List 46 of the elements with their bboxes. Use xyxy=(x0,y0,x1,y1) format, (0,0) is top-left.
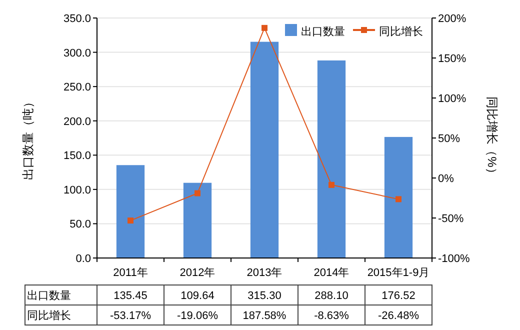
point xyxy=(194,190,200,196)
y2-tick-label: 100% xyxy=(438,93,466,105)
y2-tick-label: -50% xyxy=(438,213,464,225)
y2-tick-label: -100% xyxy=(438,253,470,265)
data-label: 109.64 xyxy=(180,290,214,302)
y2-tick-label: 50% xyxy=(438,133,460,145)
y-tick-label: 200.0 xyxy=(63,116,91,128)
y2-axis-title: 同比增长（%） xyxy=(485,96,499,180)
x-tick-label: 2012年 xyxy=(180,267,216,279)
y-tick-label: 0.0 xyxy=(76,253,91,265)
point xyxy=(328,182,334,188)
point xyxy=(262,24,268,31)
legend-label: 出口数量 xyxy=(301,25,345,38)
y-tick-label: 150.0 xyxy=(63,150,91,162)
x-tick-label: 2011年 xyxy=(113,267,148,279)
point xyxy=(128,218,134,224)
point xyxy=(396,196,402,202)
y2-tick-label: 200% xyxy=(438,13,466,25)
bar xyxy=(384,136,413,258)
y2-tick-label: 0% xyxy=(438,173,454,185)
y-tick-label: 50.0 xyxy=(70,218,91,231)
x-tick-label: 2014年 xyxy=(314,267,350,279)
bar xyxy=(116,165,145,258)
data-label: 315.30 xyxy=(248,290,282,302)
data-label: 288.10 xyxy=(314,290,348,302)
data-label: 187.58% xyxy=(242,310,286,322)
legend-label: 同比增长 xyxy=(379,25,423,38)
text: 同比增长 xyxy=(27,310,71,322)
data-label: -19.06% xyxy=(177,310,218,322)
y2-tick-label: 150% xyxy=(438,53,466,65)
bar xyxy=(183,182,212,258)
data-label: 176.52 xyxy=(382,290,416,302)
data-label: -53.17% xyxy=(110,310,152,322)
data-label: 135.45 xyxy=(114,290,148,302)
x-tick-label: 2015年1-9月 xyxy=(367,267,430,279)
x-tick-label: 2013年 xyxy=(246,267,282,279)
y-axis-title: 出口数量（吨） xyxy=(21,96,35,180)
y-tick-label: 250.0 xyxy=(63,82,91,94)
bar xyxy=(250,42,279,258)
data-label: -8.63% xyxy=(314,310,350,322)
data-label: -26.48% xyxy=(378,310,420,322)
y-tick-label: 350.0 xyxy=(63,13,91,25)
text: 出口数量 xyxy=(27,290,71,302)
bar xyxy=(317,60,346,258)
y-tick-label: 300.0 xyxy=(63,47,91,60)
y-tick-label: 100.0 xyxy=(63,184,91,196)
